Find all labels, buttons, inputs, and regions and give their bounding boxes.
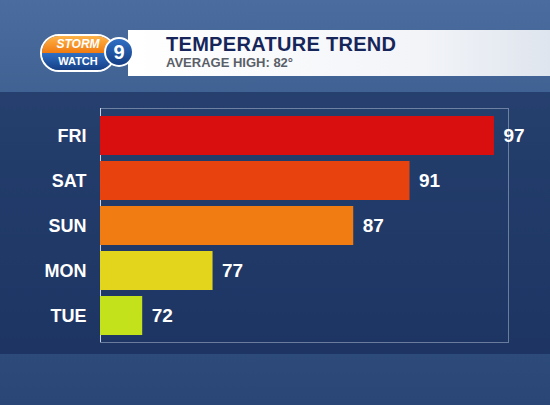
svg-text:72: 72 — [152, 305, 173, 326]
svg-text:97: 97 — [503, 125, 524, 146]
html-text:TEMPERATURE TREND: TEMPERATURE TREND — [166, 33, 397, 55]
svg-text:SUN: SUN — [48, 216, 86, 236]
html-text:WATCH: WATCH — [58, 55, 98, 67]
svg-text:91: 91 — [419, 170, 441, 191]
svg-text:87: 87 — [363, 215, 384, 236]
svg-text:MON: MON — [45, 261, 87, 281]
svg-text:TUE: TUE — [51, 306, 87, 326]
svg-text:SAT: SAT — [52, 171, 87, 191]
svg-text:77: 77 — [222, 260, 243, 281]
html-text:AVERAGE HIGH: 82°: AVERAGE HIGH: 82° — [166, 55, 293, 70]
html-text:9: 9 — [113, 41, 125, 63]
svg-text:FRI: FRI — [58, 126, 87, 146]
html-text:STORM: STORM — [56, 37, 100, 51]
